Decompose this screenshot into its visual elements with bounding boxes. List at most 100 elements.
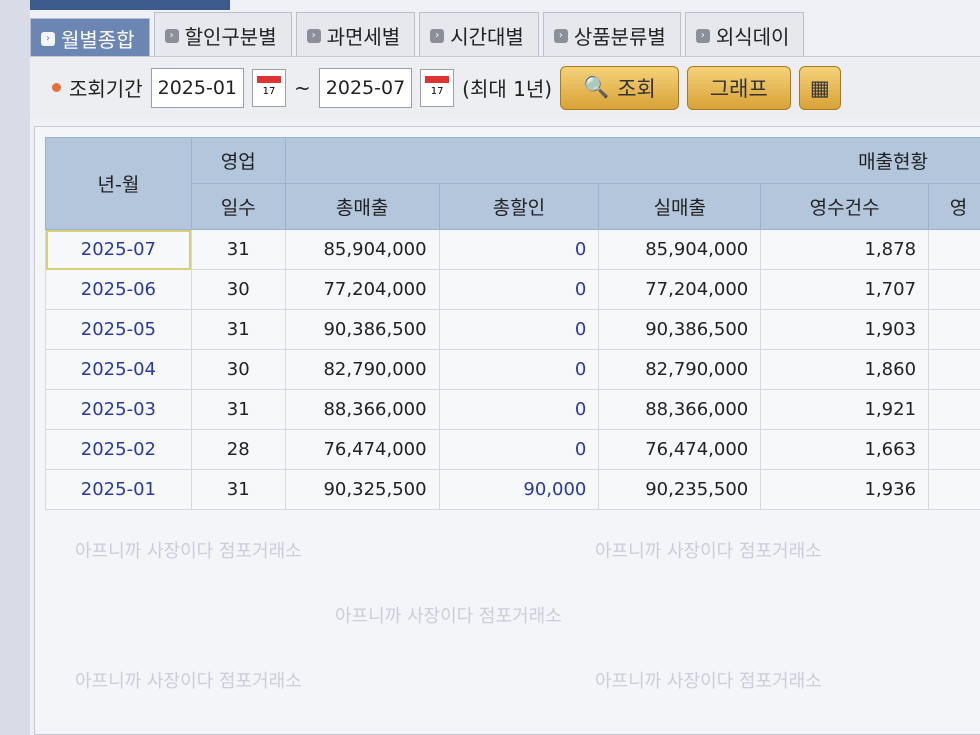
discount-cell: 0 — [438, 229, 600, 270]
header-year-month[interactable]: 년-월 — [45, 137, 192, 230]
discount-cell: 0 — [438, 269, 600, 310]
receipt-count-cell: 1,921 — [760, 389, 930, 430]
search-label: 조회 — [617, 76, 656, 101]
table-row[interactable]: 2025-07 31 85,904,000 0 85,904,000 1,878 — [45, 229, 980, 270]
watermark: 아프니까 사장이다 점포거래소 — [595, 541, 822, 562]
discount-cell: 0 — [438, 429, 600, 470]
empty-cell — [928, 469, 980, 510]
receipt-count-cell: 1,663 — [760, 429, 930, 470]
from-month-input[interactable]: 2025-01 — [150, 67, 244, 108]
table-row[interactable]: 2025-01 31 90,325,500 90,000 90,235,500 1,936 — [45, 469, 980, 510]
tab-label: 월별종합 — [61, 28, 135, 52]
tab-arrow-icon: › — [41, 31, 55, 46]
filter-bar: 조회기간 2025-01 17 ~ 2025-07 17 (최대 1년) 🔍 조회… — [30, 56, 980, 118]
table-row[interactable]: 2025-05 31 90,386,500 0 90,386,500 1,903 — [45, 309, 980, 350]
year-month-cell: 2025-01 — [45, 469, 192, 510]
net-sales-cell: 85,904,000 — [598, 229, 762, 270]
tab-label: 할인구분별 — [184, 25, 277, 49]
empty-cell — [928, 269, 980, 310]
gross-sales-cell: 88,366,000 — [284, 389, 440, 430]
days-cell: 31 — [190, 229, 286, 270]
header-next-cut[interactable]: 영 — [928, 183, 980, 230]
days-cell: 30 — [190, 269, 286, 310]
watermark: 아프니까 사장이다 점포거래소 — [75, 541, 302, 562]
title-bar — [30, 0, 230, 10]
empty-cell — [928, 389, 980, 430]
graph-button[interactable]: 그래프 — [686, 65, 791, 110]
bullet-icon — [52, 83, 61, 92]
grid-export-button[interactable]: ▦ — [798, 65, 841, 110]
tab-time-slot[interactable]: › 시간대별 — [419, 12, 539, 58]
days-cell: 31 — [190, 309, 286, 350]
table-row[interactable]: 2025-06 30 77,204,000 0 77,204,000 1,707 — [45, 269, 980, 310]
header-total-discount[interactable]: 총할인 — [438, 183, 600, 230]
year-month-cell: 2025-02 — [45, 429, 192, 470]
tab-label: 시간대별 — [450, 25, 524, 49]
tab-label: 상품분류별 — [573, 25, 666, 49]
tab-arrow-icon: › — [695, 28, 710, 43]
days-cell: 31 — [190, 389, 286, 430]
empty-cell — [928, 429, 980, 470]
discount-cell: 0 — [438, 309, 600, 350]
empty-cell — [928, 309, 980, 350]
empty-cell — [928, 229, 980, 270]
gross-sales-cell: 90,325,500 — [284, 469, 440, 510]
table-icon: ▦ — [809, 75, 830, 100]
tab-arrow-icon: › — [306, 28, 321, 43]
discount-cell: 0 — [438, 389, 600, 430]
net-sales-cell: 88,366,000 — [598, 389, 762, 430]
tab-label: 과면세별 — [326, 25, 401, 49]
table-row[interactable]: 2025-03 31 88,366,000 0 88,366,000 1,921 — [45, 389, 980, 430]
net-sales-cell: 82,790,000 — [598, 349, 762, 390]
range-tilde: ~ — [294, 75, 311, 100]
discount-cell: 90,000 — [438, 469, 600, 510]
tab-arrow-icon: › — [430, 28, 445, 43]
tab-arrow-icon: › — [164, 28, 179, 43]
days-cell: 28 — [190, 429, 286, 470]
search-button[interactable]: 🔍 조회 — [560, 65, 679, 110]
gross-sales-cell: 85,904,000 — [284, 229, 440, 270]
gross-sales-cell: 76,474,000 — [284, 429, 440, 470]
tab-monthly-summary[interactable]: › 월별종합 — [30, 18, 150, 58]
tab-arrow-icon: › — [553, 28, 568, 43]
watermark: 아프니까 사장이다 점포거래소 — [595, 671, 822, 692]
receipt-count-cell: 1,878 — [760, 229, 930, 270]
header-days[interactable]: 일수 — [190, 183, 286, 230]
gross-sales-cell: 77,204,000 — [284, 269, 440, 310]
from-calendar-icon[interactable]: 17 — [252, 68, 286, 107]
receipt-count-cell: 1,707 — [760, 269, 930, 310]
days-cell: 31 — [190, 469, 286, 510]
table-row[interactable]: 2025-04 30 82,790,000 0 82,790,000 1,860 — [45, 349, 980, 390]
year-month-cell: 2025-06 — [45, 269, 192, 310]
to-month-input[interactable]: 2025-07 — [318, 67, 413, 108]
year-month-cell: 2025-03 — [45, 389, 192, 430]
header-gross-sales[interactable]: 총매출 — [284, 183, 440, 230]
tab-dining-data[interactable]: › 외식데이 — [684, 12, 805, 58]
net-sales-cell: 77,204,000 — [598, 269, 762, 310]
graph-label: 그래프 — [709, 76, 768, 101]
gross-sales-cell: 82,790,000 — [284, 349, 440, 390]
sales-window: › 월별종합 › 할인구분별 › 과면세별 › 시간대별 › 상품분류별 › 외식데이 조회… — [30, 0, 980, 735]
tab-product-category[interactable]: › 상품분류별 — [542, 12, 681, 58]
net-sales-cell: 90,386,500 — [598, 309, 762, 350]
net-sales-cell: 76,474,000 — [598, 429, 762, 470]
tab-discount-type[interactable]: › 할인구분별 — [153, 12, 292, 58]
receipt-count-cell: 1,903 — [760, 309, 930, 350]
header-net-sales[interactable]: 실매출 — [598, 183, 762, 230]
tab-bar: › 월별종합 › 할인구분별 › 과면세별 › 시간대별 › 상품분류별 › 외식데이 — [30, 6, 805, 58]
header-business-top: 영업 — [190, 137, 286, 184]
net-sales-cell: 90,235,500 — [598, 469, 762, 510]
table-row[interactable]: 2025-02 28 76,474,000 0 76,474,000 1,663 — [45, 429, 980, 470]
receipt-count-cell: 1,860 — [760, 349, 930, 390]
to-calendar-icon[interactable]: 17 — [420, 68, 455, 107]
sales-grid: 년-월 영업 매출현황 일수 총매출 총할인 실매출 영수건수 영 2025-0… — [34, 126, 980, 735]
search-icon: 🔍 — [583, 75, 610, 99]
year-month-cell: 2025-05 — [45, 309, 192, 350]
period-label: 조회기간 — [69, 77, 143, 101]
discount-cell: 0 — [438, 349, 600, 390]
year-month-cell: 2025-04 — [45, 349, 192, 390]
header-receipt-count[interactable]: 영수건수 — [760, 183, 930, 230]
tab-tax-type[interactable]: › 과면세별 — [295, 12, 416, 58]
watermark: 아프니까 사장이다 점포거래소 — [335, 606, 562, 627]
header-sales-status: 매출현황 — [284, 137, 980, 184]
